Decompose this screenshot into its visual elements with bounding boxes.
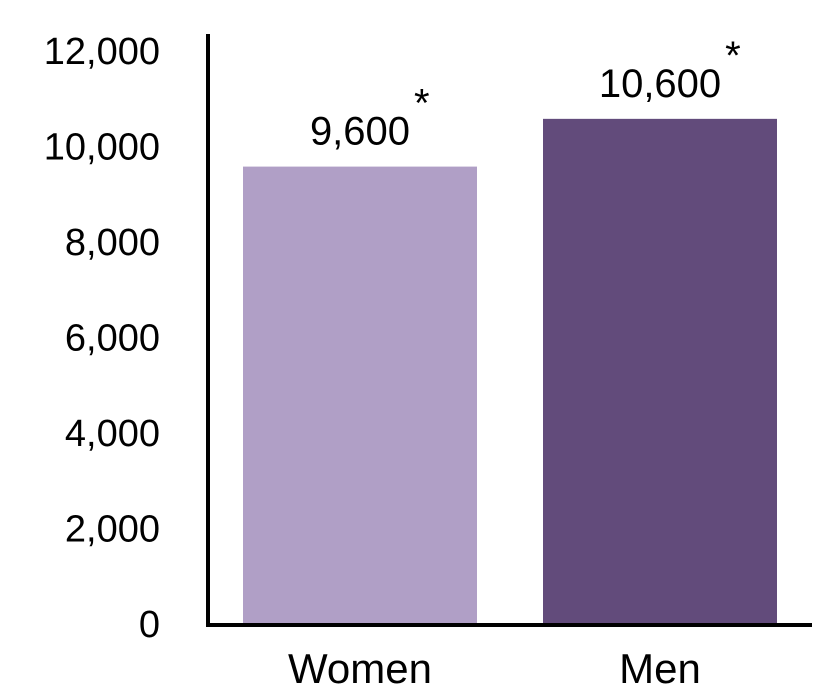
y-tick-label: 10,000 — [44, 127, 160, 169]
y-axis-ticks: 0 2,000 4,000 6,000 8,000 10,000 12,000 — [44, 31, 160, 646]
x-axis-categories: Women Men — [288, 645, 701, 692]
category-label-men: Men — [619, 645, 701, 692]
y-tick-label: 8,000 — [65, 222, 160, 264]
y-tick-label: 6,000 — [65, 318, 160, 360]
category-label-women: Women — [288, 645, 432, 692]
value-label: 9,600 — [310, 110, 410, 154]
bar-men — [543, 118, 777, 625]
value-labels: 9,600* 10,600* — [310, 34, 741, 154]
significance-asterisk: * — [725, 34, 741, 78]
significance-asterisk: * — [414, 82, 430, 126]
y-tick-label: 4,000 — [65, 413, 160, 455]
bars — [243, 118, 777, 625]
y-tick-label: 12,000 — [44, 31, 160, 73]
y-tick-label: 2,000 — [65, 509, 160, 551]
value-label: 10,600 — [599, 62, 721, 106]
y-tick-label: 0 — [139, 604, 160, 646]
bar-women — [243, 166, 477, 625]
